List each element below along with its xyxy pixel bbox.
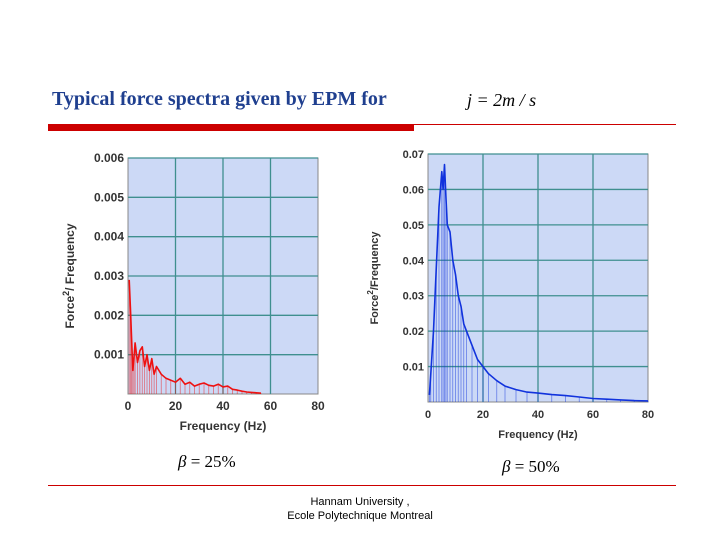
y-tick-label: 0.004 [94, 230, 124, 244]
y-tick-label: 0.06 [403, 184, 424, 196]
x-tick-label: 80 [311, 399, 325, 413]
x-tick-label: 20 [169, 399, 183, 413]
y-tick-label: 0.02 [403, 326, 424, 338]
footer-line-1: Hannam University , [310, 496, 410, 508]
x-tick-label: 60 [264, 399, 278, 413]
beta-25-caption: β = 25% [178, 452, 236, 472]
y-tick-label: 0.05 [403, 220, 424, 232]
force-spectrum-chart-beta-50: 0 20 40 60 80 0.01 0.02 0.03 0.04 0.05 0.06 0.07 Fre… [366, 149, 654, 441]
x-tick-label: 0 [125, 399, 132, 413]
title-accent-line [414, 124, 676, 125]
series-line [428, 163, 649, 402]
beta-50-caption: β = 50% [502, 457, 560, 477]
beta-50-value: = 50% [514, 457, 560, 476]
y-tick-label: 0.03 [403, 291, 424, 303]
x-axis-label: Frequency (Hz) [180, 419, 267, 433]
force-spectrum-chart-beta-25: 0 20 40 60 80 0.001 0.002 0.003 0.004 0.005 0.006 F… [61, 151, 325, 433]
y-tick-label: 0.07 [403, 149, 424, 161]
x-axis-label: Frequency (Hz) [498, 429, 578, 441]
velocity-formula: j = 2m / s [467, 90, 537, 110]
x-tick-label: 20 [477, 409, 489, 421]
y-tick-label: 0.003 [94, 269, 124, 283]
title-accent-bar [48, 124, 414, 131]
y-axis-label: Force2/ Frequency [61, 223, 77, 328]
y-tick-label: 0.04 [403, 255, 425, 267]
y-tick-label: 0.006 [94, 151, 124, 165]
footer-divider [48, 485, 676, 486]
y-tick-label: 0.005 [94, 190, 124, 204]
y-tick-label: 0.001 [94, 348, 124, 362]
y-tick-label: 0.002 [94, 308, 124, 322]
beta-50-symbol: β [502, 457, 511, 476]
slide-title: Typical force spectra given by EPM for [52, 88, 387, 110]
x-tick-label: 40 [216, 399, 230, 413]
x-tick-label: 40 [532, 409, 544, 421]
x-tick-label: 0 [425, 409, 431, 421]
x-tick-label: 60 [587, 409, 599, 421]
x-tick-label: 80 [642, 409, 654, 421]
footer-line-2: Ecole Polytechnique Montreal [287, 510, 433, 522]
beta-25-value: = 25% [190, 452, 236, 471]
beta-25-symbol: β [178, 452, 187, 471]
y-axis-label: Force2/Frequency [366, 231, 381, 325]
y-tick-label: 0.01 [403, 362, 424, 374]
footer: Hannam University , Ecole Polytechnique … [240, 495, 480, 523]
